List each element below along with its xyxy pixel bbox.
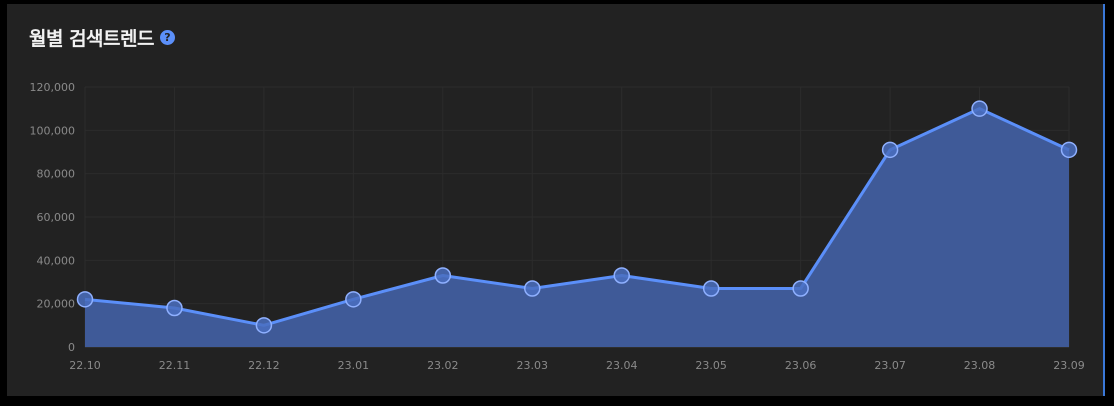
data-point [702, 280, 720, 297]
x-tick-label: 23.06 [785, 359, 817, 372]
x-tick-label: 23.04 [606, 359, 638, 372]
y-tick-label: 60,000 [37, 211, 76, 224]
data-point [434, 267, 452, 284]
panel-header: 월별 검색트렌드 ? [29, 24, 175, 51]
data-point [345, 291, 362, 308]
data-point [613, 267, 630, 284]
data-point [881, 141, 899, 159]
data-point [792, 280, 809, 297]
search-trend-panel: 월별 검색트렌드 ? 0 20,000 40,000 60,000 80,000 100,… [7, 4, 1105, 396]
data-point [1060, 141, 1078, 159]
y-tick-label: 80,000 [37, 168, 76, 181]
series-area [85, 108, 1069, 348]
data-point [255, 317, 273, 334]
y-tick-label: 0 [68, 341, 75, 354]
x-tick-label: 23.02 [427, 359, 459, 372]
trend-chart: 0 20,000 40,000 60,000 80,000 100,000 120,000 2… [30, 81, 1085, 372]
data-point [76, 291, 94, 308]
x-tick-label: 23.01 [338, 359, 370, 372]
data-point [524, 280, 541, 297]
x-tick-label: 22.12 [248, 359, 280, 372]
x-tick-label: 23.03 [517, 359, 549, 372]
series-line [84, 107, 1070, 327]
x-tick-label: 23.08 [964, 359, 996, 372]
x-tick-label: 22.11 [159, 359, 191, 372]
question-circle-icon[interactable]: ? [159, 30, 175, 45]
x-tick-label: 22.10 [69, 359, 101, 372]
y-tick-label: 120,000 [30, 81, 76, 94]
y-tick-label: 100,000 [30, 124, 76, 137]
data-point [971, 100, 988, 117]
panel-title: 월별 검색트렌드 [29, 28, 154, 50]
x-tick-label: 23.09 [1053, 359, 1085, 372]
y-tick-label: 40,000 [37, 254, 76, 267]
x-tick-label: 23.05 [695, 359, 727, 372]
y-tick-label: 20,000 [37, 298, 76, 311]
data-point [166, 299, 183, 317]
x-tick-label: 23.07 [874, 359, 906, 372]
